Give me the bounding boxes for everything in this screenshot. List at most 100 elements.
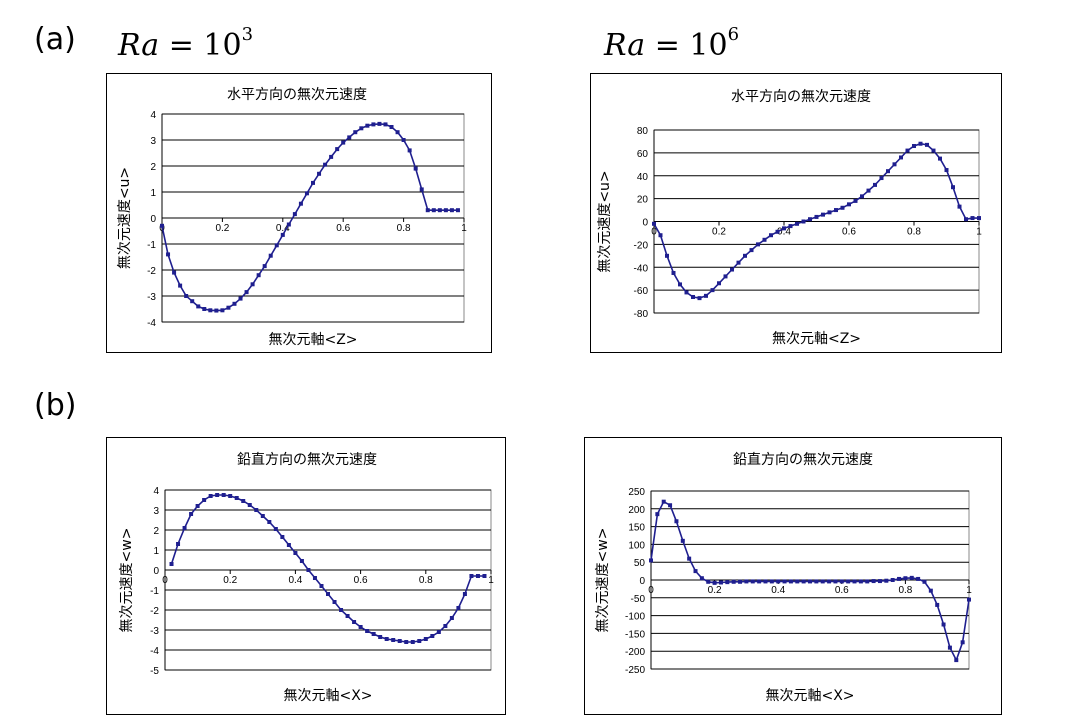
data-point (820, 579, 825, 584)
data-point (247, 503, 252, 507)
y-tick-label: 20 (637, 195, 649, 206)
y-tick-label: 1 (150, 188, 156, 199)
data-point (941, 622, 946, 627)
data-point (417, 639, 422, 643)
data-point (840, 205, 845, 210)
data-point (195, 504, 200, 508)
y-tick-label: 4 (150, 110, 156, 121)
data-point (834, 208, 838, 213)
x-tick-label: 0.6 (336, 223, 350, 234)
y-tick-label: 2 (153, 526, 159, 537)
data-point (776, 579, 781, 584)
data-point (808, 217, 812, 222)
chart-title: 水平方向の無次元速度 (227, 87, 367, 103)
y-tick-label: -4 (147, 318, 156, 329)
data-point (649, 558, 653, 563)
data-point (944, 168, 949, 173)
data-point (684, 290, 689, 295)
y-tick-label: 2 (150, 162, 156, 173)
y-tick-label: 50 (634, 558, 646, 569)
y-tick-label: -4 (150, 646, 159, 657)
y-axis-label: 無次元速度<w> (595, 528, 611, 633)
data-point (909, 575, 914, 580)
data-point (827, 210, 832, 215)
data-point (852, 579, 857, 584)
data-point (317, 171, 322, 176)
data-point (345, 614, 350, 618)
data-point (226, 305, 231, 310)
x-axis-label: 無次元軸<X> (765, 688, 854, 704)
data-point (359, 126, 364, 131)
data-point (892, 162, 897, 167)
data-point (736, 260, 741, 265)
y-tick-label: 250 (628, 487, 645, 498)
data-point (311, 180, 315, 185)
data-point (268, 253, 273, 258)
data-point (801, 579, 806, 584)
data-point (756, 242, 760, 247)
data-point (371, 122, 376, 127)
y-tick-label: 0 (150, 214, 156, 225)
data-point (970, 216, 975, 221)
data-point (801, 219, 806, 224)
chart-title: 水平方向の無次元速度 (731, 89, 871, 105)
data-point (866, 188, 871, 193)
data-point (935, 602, 940, 607)
data-point (884, 578, 889, 583)
y-tick-label: -50 (631, 594, 646, 605)
data-point (475, 574, 480, 578)
data-point (710, 288, 715, 293)
data-point (456, 606, 461, 610)
data-point (371, 632, 376, 636)
x-tick-label: 0.8 (397, 223, 411, 234)
data-point (455, 208, 460, 213)
y-axis-label: 無次元速度<u> (117, 167, 133, 269)
data-point (326, 592, 330, 596)
data-point (912, 144, 916, 149)
data-point (730, 267, 734, 272)
y-tick-label: 3 (153, 506, 159, 517)
data-point (404, 640, 409, 644)
data-point (964, 217, 968, 222)
data-point (419, 187, 424, 192)
data-point (782, 226, 786, 231)
data-point (286, 222, 291, 227)
data-point (208, 494, 213, 498)
chart-title: 鉛直方向の無次元速度 (733, 451, 873, 468)
data-point (704, 293, 708, 298)
data-point (443, 208, 448, 213)
data-point (788, 224, 793, 229)
y-tick-label: -80 (634, 309, 649, 320)
data-point (743, 253, 747, 258)
data-point (775, 229, 780, 234)
x-tick-label: 0.2 (223, 575, 237, 586)
data-point (221, 493, 226, 497)
data-point (437, 208, 442, 213)
data-point (160, 223, 164, 228)
y-tick-label: 4 (153, 486, 159, 497)
data-point (957, 204, 962, 209)
y-tick-label: -40 (634, 263, 649, 274)
data-point (273, 527, 278, 531)
data-point (293, 551, 298, 555)
data-point (744, 579, 749, 584)
data-point (286, 543, 291, 547)
x-tick-label: 1 (488, 575, 494, 586)
data-point (871, 579, 876, 584)
data-point (916, 576, 921, 581)
data-point (678, 282, 682, 287)
data-point (725, 580, 730, 585)
data-point (977, 216, 981, 221)
data-point (668, 503, 673, 508)
data-point (220, 308, 225, 313)
data-point (215, 493, 220, 497)
data-point (482, 574, 487, 578)
data-point (762, 237, 767, 242)
data-point (377, 121, 382, 126)
data-point (462, 592, 467, 596)
y-tick-label: -150 (625, 629, 645, 640)
data-point (384, 637, 389, 641)
